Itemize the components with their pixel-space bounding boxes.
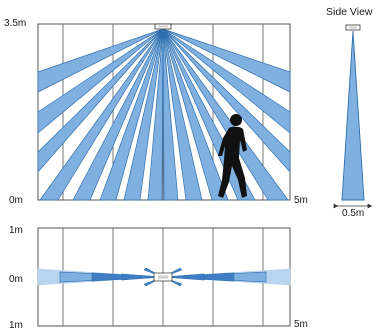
- plan-sensor-lens: [158, 275, 168, 279]
- bottom-view: 1m 0m 1m 5m: [9, 225, 308, 331]
- detection-beam: [162, 28, 179, 201]
- detection-beam: [162, 28, 291, 93]
- detection-beam: [162, 28, 291, 173]
- detection-beam: [123, 28, 164, 201]
- bottom-bottom-label: 1m: [9, 320, 23, 331]
- detection-beam: [147, 28, 164, 201]
- detection-beam: [162, 28, 203, 201]
- detection-beam: [162, 28, 229, 201]
- side-view-title: Side View: [326, 6, 373, 18]
- detection-beam: [39, 28, 164, 201]
- bottom-center-label: 0m: [9, 274, 23, 285]
- plan-beam: [162, 273, 205, 281]
- detection-beam: [37, 28, 164, 93]
- bottom-distance-label: 5m: [294, 319, 308, 330]
- height-label: 3.5m: [4, 18, 26, 29]
- walking-person-icon: [218, 114, 247, 198]
- detection-beam: [162, 28, 291, 134]
- detection-beam: [37, 28, 164, 173]
- detection-beam: [99, 28, 164, 201]
- bottom-top-label: 1m: [9, 225, 23, 236]
- floor-label: 0m: [9, 195, 23, 206]
- top-view-beams: [37, 28, 291, 201]
- side-view: Side View 0.5m: [326, 6, 373, 219]
- plan-beam: [121, 273, 164, 281]
- side-sensor-icon: [345, 24, 361, 31]
- top-distance-label: 5m: [294, 195, 308, 206]
- side-view-beam: [341, 30, 365, 201]
- bottom-view-beams: [37, 267, 291, 287]
- side-width-label: 0.5m: [342, 208, 364, 219]
- sensor-icon: [154, 23, 172, 30]
- detection-beam: [37, 28, 164, 134]
- detection-beam: [72, 28, 164, 201]
- top-view: 3.5m 0m 5m: [4, 18, 308, 206]
- detection-beam: [162, 28, 289, 201]
